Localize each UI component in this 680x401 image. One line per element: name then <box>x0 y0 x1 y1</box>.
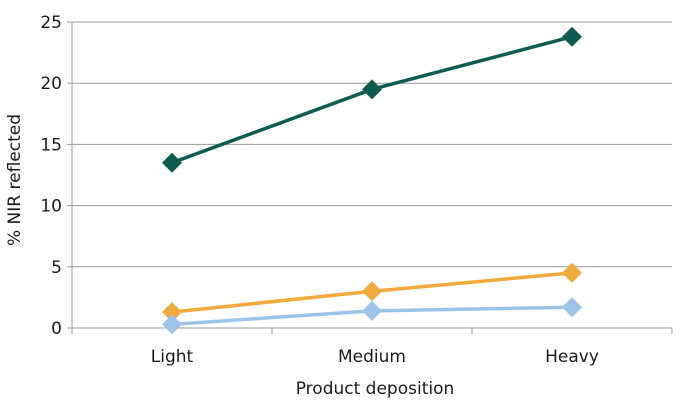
gridlines <box>72 21 672 268</box>
x-tick-label: Medium <box>338 347 406 367</box>
series-group <box>162 26 582 335</box>
y-tick-label: 25 <box>40 13 62 33</box>
series-2 <box>162 262 582 323</box>
x-tick-label: Light <box>151 347 194 367</box>
series-3 <box>162 297 582 335</box>
y-axis-title: % NIR reflected <box>5 114 25 246</box>
y-tick-label: 0 <box>51 319 62 339</box>
data-point-marker <box>562 297 582 318</box>
y-tick-label: 5 <box>51 258 62 278</box>
data-point-marker <box>162 314 182 335</box>
y-tick-labels: 0 5 10 15 20 25 <box>40 13 62 339</box>
x-axis-title: Product deposition <box>296 379 455 399</box>
data-point-marker <box>562 262 582 283</box>
y-tick-label: 20 <box>40 74 62 94</box>
data-point-marker <box>362 281 382 302</box>
series-line <box>170 34 574 165</box>
data-point-marker <box>562 26 582 47</box>
data-point-marker <box>162 152 182 173</box>
x-tick-label: Heavy <box>545 347 599 367</box>
x-tick-labels: Light Medium Heavy <box>151 347 599 367</box>
data-point-marker <box>362 300 382 321</box>
data-point-marker <box>162 302 182 323</box>
y-tick-label: 10 <box>40 197 62 217</box>
y-tick-label: 15 <box>40 135 62 155</box>
series-1 <box>162 26 582 173</box>
data-point-marker <box>362 79 382 100</box>
